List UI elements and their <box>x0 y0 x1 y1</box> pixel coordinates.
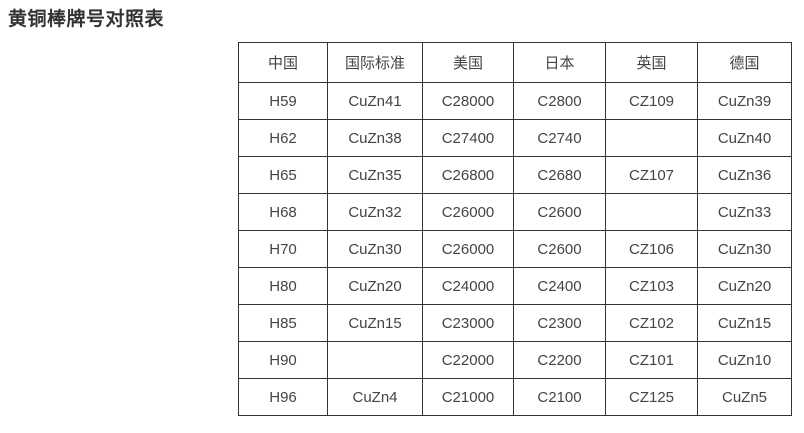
table-cell: C22000 <box>422 341 514 379</box>
table-cell: CuZn4 <box>327 378 423 416</box>
table-row: H80 CuZn20 C24000 C2400 CZ103 CuZn20 <box>238 267 792 305</box>
table-cell: H85 <box>238 304 328 342</box>
table-cell: C27400 <box>422 119 514 157</box>
table-cell: CuZn36 <box>697 156 792 194</box>
table-header-row: 中国 国际标准 美国 日本 英国 德国 <box>238 42 792 83</box>
page-title: 黄铜棒牌号对照表 <box>8 9 165 30</box>
table-cell: H96 <box>238 378 328 416</box>
table-cell: C2300 <box>513 304 606 342</box>
table-cell: H65 <box>238 156 328 194</box>
table-cell: C26000 <box>422 230 514 268</box>
table-cell: H62 <box>238 119 328 157</box>
table-cell <box>327 341 423 379</box>
table-cell: C2800 <box>513 82 606 120</box>
table-cell: CZ103 <box>605 267 698 305</box>
column-header-usa: 美国 <box>422 42 514 83</box>
table-cell: C2680 <box>513 156 606 194</box>
table-cell <box>605 119 698 157</box>
table-cell: H80 <box>238 267 328 305</box>
table-cell: C2200 <box>513 341 606 379</box>
table-cell: CuZn5 <box>697 378 792 416</box>
table-row: H85 CuZn15 C23000 C2300 CZ102 CuZn15 <box>238 304 792 342</box>
column-header-uk: 英国 <box>605 42 698 83</box>
table-cell: CuZn41 <box>327 82 423 120</box>
table-row: H62 CuZn38 C27400 C2740 CuZn40 <box>238 119 792 157</box>
table-cell: C23000 <box>422 304 514 342</box>
table-row: H70 CuZn30 C26000 C2600 CZ106 CuZn30 <box>238 230 792 268</box>
table-cell: CZ107 <box>605 156 698 194</box>
column-header-international-standard: 国际标准 <box>327 42 423 83</box>
table-cell: CuZn40 <box>697 119 792 157</box>
table-row: H68 CuZn32 C26000 C2600 CuZn33 <box>238 193 792 231</box>
table-cell: H90 <box>238 341 328 379</box>
table-cell: C26000 <box>422 193 514 231</box>
table-cell: C21000 <box>422 378 514 416</box>
table-cell: CZ109 <box>605 82 698 120</box>
table-cell: CZ102 <box>605 304 698 342</box>
table-cell: CZ125 <box>605 378 698 416</box>
table-cell: CuZn20 <box>327 267 423 305</box>
table-cell: C2100 <box>513 378 606 416</box>
table-cell: C2600 <box>513 193 606 231</box>
table-row: H90 C22000 C2200 CZ101 CuZn10 <box>238 341 792 379</box>
table-cell: CuZn38 <box>327 119 423 157</box>
table-cell: H68 <box>238 193 328 231</box>
table-cell: CuZn20 <box>697 267 792 305</box>
table-cell: CuZn10 <box>697 341 792 379</box>
table-cell: H70 <box>238 230 328 268</box>
table-cell: CuZn15 <box>697 304 792 342</box>
table-cell <box>605 193 698 231</box>
table-cell: C2740 <box>513 119 606 157</box>
table-cell: C24000 <box>422 267 514 305</box>
table-cell: C2400 <box>513 267 606 305</box>
table-cell: CuZn15 <box>327 304 423 342</box>
table-cell: CuZn30 <box>697 230 792 268</box>
column-header-china: 中国 <box>238 42 328 83</box>
table-cell: C28000 <box>422 82 514 120</box>
column-header-japan: 日本 <box>513 42 606 83</box>
table-cell: CZ106 <box>605 230 698 268</box>
table-cell: CZ101 <box>605 341 698 379</box>
table-row: H65 CuZn35 C26800 C2680 CZ107 CuZn36 <box>238 156 792 194</box>
table-cell: CuZn33 <box>697 193 792 231</box>
table-cell: C2600 <box>513 230 606 268</box>
table-cell: CuZn30 <box>327 230 423 268</box>
brass-grade-comparison-table: 中国 国际标准 美国 日本 英国 德国 H59 CuZn41 C28000 C2… <box>238 42 792 416</box>
table-cell: CuZn39 <box>697 82 792 120</box>
table-row: H96 CuZn4 C21000 C2100 CZ125 CuZn5 <box>238 378 792 416</box>
table-cell: CuZn35 <box>327 156 423 194</box>
table-cell: C26800 <box>422 156 514 194</box>
column-header-germany: 德国 <box>697 42 792 83</box>
table-cell: CuZn32 <box>327 193 423 231</box>
table-row: H59 CuZn41 C28000 C2800 CZ109 CuZn39 <box>238 82 792 120</box>
table-cell: H59 <box>238 82 328 120</box>
